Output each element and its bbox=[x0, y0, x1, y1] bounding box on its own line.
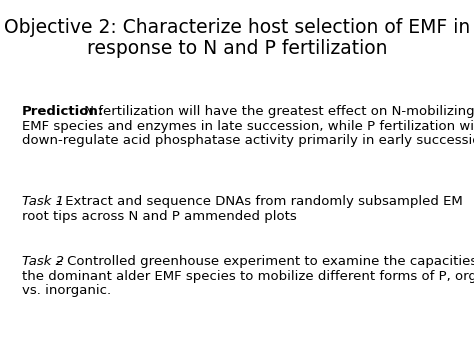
Text: down-regulate acid phosphatase activity primarily in early succession: down-regulate acid phosphatase activity … bbox=[22, 135, 474, 147]
Text: Task 1: Task 1 bbox=[22, 195, 64, 208]
Text: vs. inorganic.: vs. inorganic. bbox=[22, 284, 111, 297]
Text: response to N and P fertilization: response to N and P fertilization bbox=[87, 39, 387, 58]
Text: EMF species and enzymes in late succession, while P fertilization will: EMF species and enzymes in late successi… bbox=[22, 120, 474, 133]
Text: Objective 2: Characterize host selection of EMF in: Objective 2: Characterize host selection… bbox=[4, 18, 470, 37]
Text: the dominant alder EMF species to mobilize different forms of P, organic: the dominant alder EMF species to mobili… bbox=[22, 270, 474, 283]
Text: – Controlled greenhouse experiment to examine the capacities of: – Controlled greenhouse experiment to ex… bbox=[53, 255, 474, 268]
Text: - Extract and sequence DNAs from randomly subsampled EM: - Extract and sequence DNAs from randoml… bbox=[53, 195, 463, 208]
Text: N fertilization will have the greatest effect on N-mobilizing: N fertilization will have the greatest e… bbox=[80, 105, 474, 118]
Text: root tips across N and P ammended plots: root tips across N and P ammended plots bbox=[22, 210, 297, 223]
Text: Task 2: Task 2 bbox=[22, 255, 64, 268]
Text: Prediction:: Prediction: bbox=[22, 105, 104, 118]
